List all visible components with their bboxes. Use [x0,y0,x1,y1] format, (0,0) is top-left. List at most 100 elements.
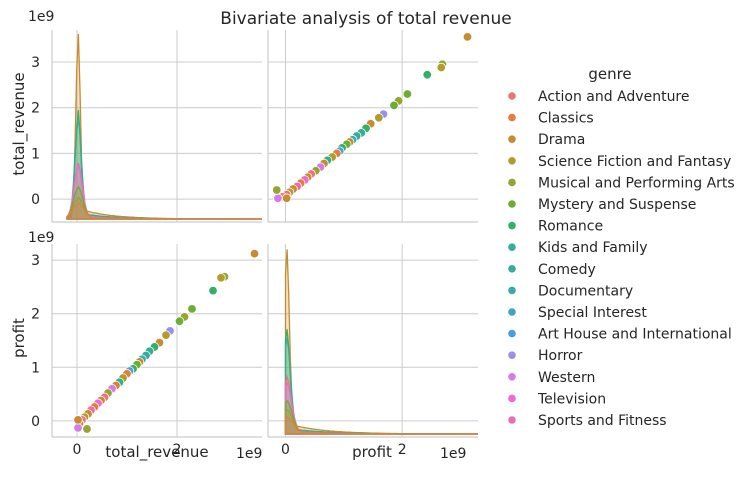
legend-marker [507,242,517,252]
legend-label: Horror [538,348,583,364]
legend-item: Kids and Family [507,240,648,256]
legend-item: Science Fiction and Fantasy [507,154,731,170]
x-axis-label-total-revenue: total_revenue [105,443,208,462]
scatter-point [216,273,226,283]
legend-label: Mystery and Suspense [538,197,696,213]
legend-marker [507,177,517,187]
y-offset-label-top: 1e9 [28,9,54,25]
legend-marker [507,393,517,403]
legend-item: Musical and Performing Arts [507,175,735,191]
scatter-point [174,316,185,326]
legend-marker [507,328,517,339]
legend-label: Documentary [538,283,633,299]
kde-curve-profit [284,381,478,435]
x-offset-label-left: 1e9 [236,446,262,462]
kde-curve-profit [284,249,478,435]
scatter-point [73,415,83,425]
scatter-point [187,304,197,314]
legend-item: Romance [507,219,603,235]
legend-marker [507,264,517,274]
legend-item: Television [507,391,606,407]
legend-title: genre [588,65,631,83]
legend-marker [507,91,517,101]
panel-total-revenue-vs-total-revenue: 0 1 2 3 [31,30,262,223]
legend-label: Special Interest [538,305,647,321]
kde-curve-profit [284,416,478,435]
x-offset-label-right: 1e9 [440,446,466,462]
legend-item: Horror [507,348,583,364]
y-axis-label-profit: profit [10,318,28,358]
y-tick-label: 3 [31,55,40,71]
kde-curve-total-revenue [66,202,262,220]
scatter-point [422,70,432,80]
legend-label: Western [538,370,595,386]
y-offset-label-bottom: 1e9 [28,230,54,246]
panel-total-revenue-vs-profit [267,30,478,223]
legend-item: Sports and Fitness [507,413,667,429]
legend-label: Comedy [538,262,596,278]
scatter-point [462,32,473,42]
panel-profit-vs-total-revenue: 0 2 0 1 2 3 [31,244,262,458]
legend-label: Science Fiction and Fantasy [538,154,731,170]
y-tick-label: 0 [31,414,40,430]
scatter-point [402,89,413,99]
legend-marker [507,199,517,209]
legend-label: Kids and Family [538,240,648,256]
kde-curve-profit [284,337,478,435]
x-axis-label-profit: profit [352,443,392,461]
legend-item: Art House and International [507,327,732,343]
scatter-point [249,248,260,259]
legend-marker [507,372,517,382]
legend-marker [507,307,517,317]
legend-marker [507,156,517,166]
legend-item: Special Interest [507,305,647,321]
legend-item: Documentary [507,283,633,299]
legend-label: Art House and International [538,327,732,343]
legend-label: Television [537,391,606,407]
scatter-point [273,193,283,203]
legend-item: Comedy [507,262,596,278]
y-tick-label: 2 [31,307,40,323]
y-tick-label: 3 [31,253,40,269]
kde-curve-profit [284,329,478,435]
kde-curve-total-revenue [66,117,262,220]
legend-marker [507,285,517,295]
legend: genre Action and Adventure Classics Drama S… [507,65,735,429]
scatter-point [374,113,384,123]
legend-label: Action and Adventure [538,89,690,105]
legend-item: Action and Adventure [507,89,690,105]
scatter-point [389,100,399,111]
legend-marker [507,221,517,231]
y-tick-label: 0 [31,192,40,208]
legend-marker [507,113,517,123]
scatter-point [436,62,446,73]
chart-title: Bivariate analysis of total revenue [220,9,511,29]
kde-curve-total-revenue [66,110,262,220]
kde-curve-profit [284,374,478,435]
scatter-point [272,185,282,195]
legend-label: Sports and Fitness [538,413,667,429]
scatter-point [82,424,92,434]
x-tick-label: 0 [281,442,290,458]
legend-label: Drama [538,132,585,148]
legend-item: Mystery and Suspense [507,197,696,213]
legend-marker [507,350,517,360]
legend-label: Classics [538,111,594,127]
legend-marker [507,134,517,144]
scatter-point [281,193,292,203]
legend-item: Classics [507,111,594,127]
x-tick-label: 0 [73,442,82,458]
legend-item: Drama [507,132,585,148]
legend-marker [507,415,517,425]
kde-curve-total-revenue [66,163,262,220]
legend-label: Romance [538,219,603,235]
scatter-point [208,285,218,296]
x-tick-label: 2 [398,442,407,458]
legend-item: Western [507,370,595,386]
x-tick-label: 2 [173,442,182,458]
y-tick-label: 1 [31,360,40,376]
y-axis-label-total-revenue: total_revenue [10,72,29,175]
kde-curve-total-revenue [66,162,262,220]
